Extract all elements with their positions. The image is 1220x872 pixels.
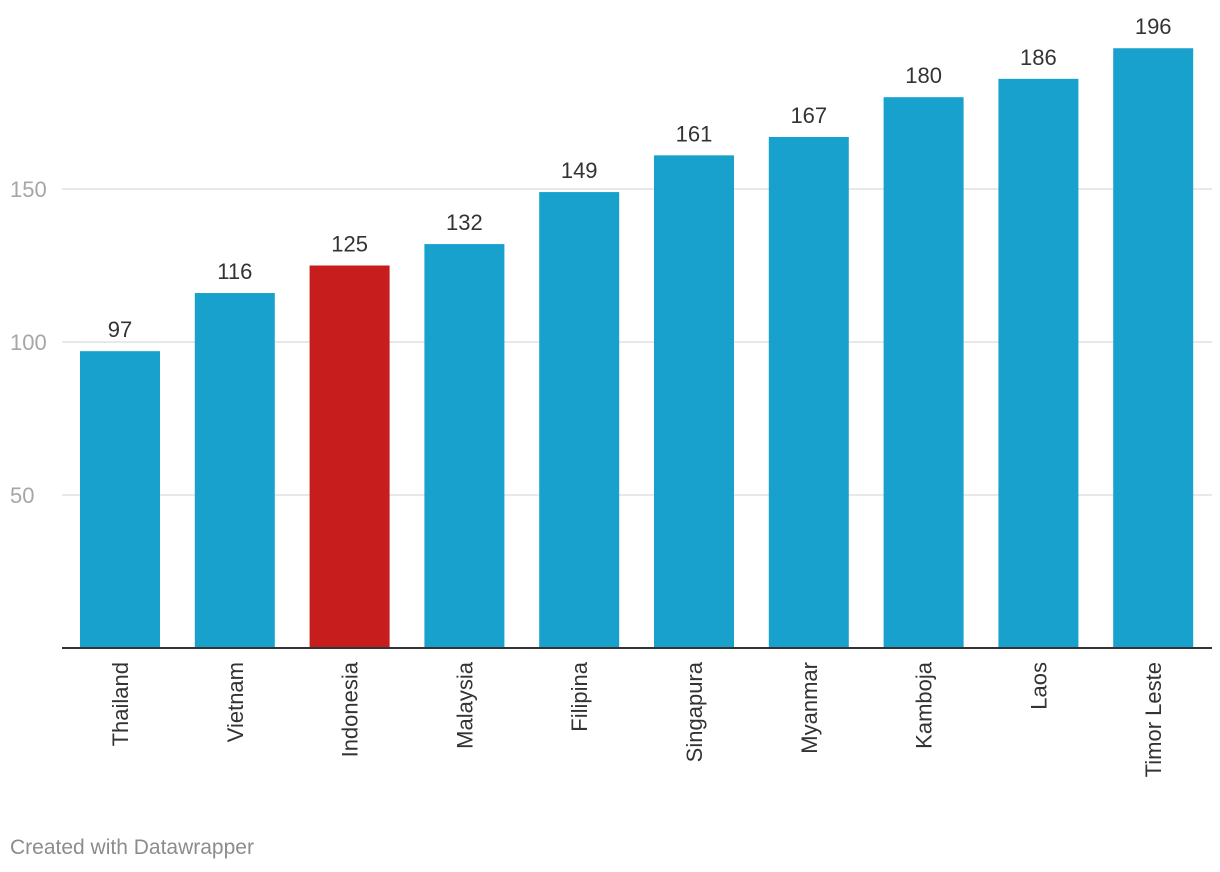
bar — [654, 155, 734, 648]
bar — [80, 351, 160, 648]
bar-value-label: 161 — [676, 121, 713, 146]
bar-value-label: 149 — [561, 158, 598, 183]
x-tick-label: Timor Leste — [1141, 662, 1166, 777]
bar — [194, 293, 275, 648]
x-tick-label: Singapura — [682, 661, 707, 762]
x-tick-label: Kamboja — [912, 661, 937, 749]
x-tick-label: Myanmar — [797, 662, 822, 754]
bar — [539, 192, 620, 648]
bar-value-label: 132 — [446, 210, 483, 235]
bar — [768, 136, 849, 649]
x-tick-label: Thailand — [108, 662, 133, 746]
bar — [998, 78, 1079, 649]
bar-value-label: 186 — [1020, 45, 1057, 70]
chart-canvas: 50 100 150 97 Thailand 116 Vietnam 125 Indonesia… — [10, 14, 1212, 777]
footer-credit[interactable]: Created with Datawrapper — [10, 836, 254, 859]
x-tick-label: Indonesia — [338, 661, 363, 757]
bar-value-label: 116 — [217, 259, 252, 284]
bar-value-label: 97 — [108, 317, 132, 342]
bar-value-label: 180 — [905, 63, 942, 88]
bar — [309, 265, 390, 648]
bar-value-label: 196 — [1135, 14, 1172, 39]
y-tick-label: 50 — [10, 483, 34, 508]
x-tick-label: Malaysia — [452, 661, 477, 749]
bar — [883, 97, 964, 648]
bar-value-label: 125 — [331, 232, 368, 257]
x-tick-label: Vietnam — [223, 662, 248, 742]
y-tick-label: 100 — [10, 330, 47, 355]
x-tick-label: Filipina — [567, 661, 592, 731]
bar-value-label: 167 — [790, 103, 827, 128]
bar — [424, 244, 505, 648]
y-tick-label: 150 — [10, 177, 47, 202]
x-tick-label: Laos — [1026, 662, 1051, 710]
bar — [1113, 48, 1194, 649]
